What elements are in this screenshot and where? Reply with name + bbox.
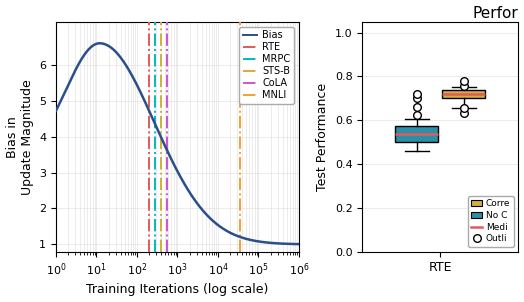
Legend: Corre, No C, Medi, Outli: Corre, No C, Medi, Outli xyxy=(468,196,514,247)
Y-axis label: Test Performance: Test Performance xyxy=(316,82,329,191)
Legend: Bias, RTE, MRPC, STS-B, CoLA, MNLI: Bias, RTE, MRPC, STS-B, CoLA, MNLI xyxy=(239,27,294,104)
Text: Perfor: Perfor xyxy=(473,5,518,21)
Bar xyxy=(442,90,485,98)
X-axis label: Training Iterations (log scale): Training Iterations (log scale) xyxy=(86,284,269,297)
Bar xyxy=(396,126,439,142)
Y-axis label: Bias in
Update Magnitude: Bias in Update Magnitude xyxy=(6,79,34,194)
